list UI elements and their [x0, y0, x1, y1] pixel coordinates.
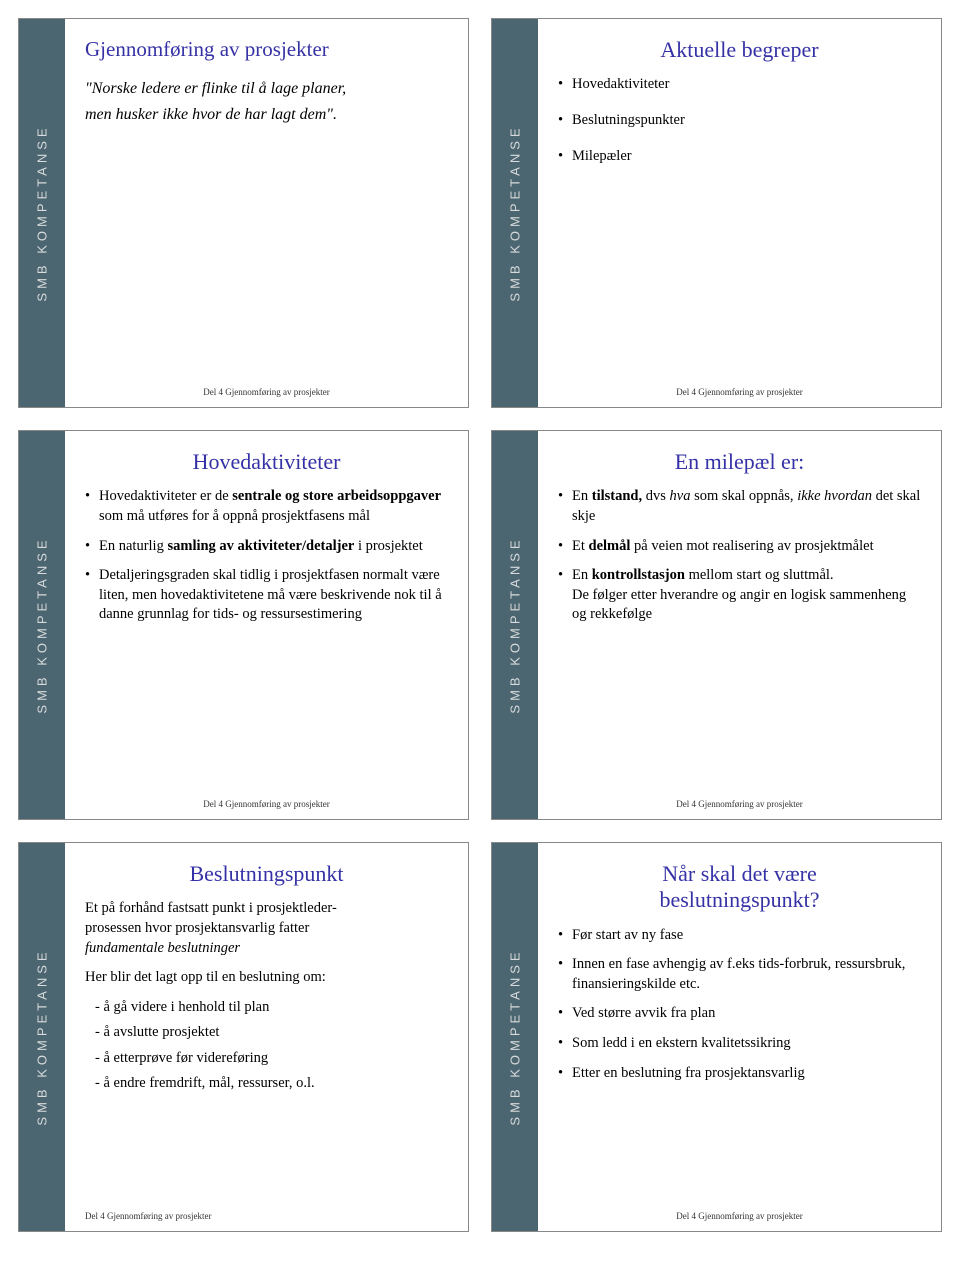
list-item: En tilstand, dvs hva som skal oppnås, ik… [558, 487, 921, 526]
italic-text: hva [670, 488, 691, 504]
slide-1: Gjennomføring av prosjekter "Norske lede… [18, 18, 469, 408]
italic-text: ikke hvordan [797, 488, 872, 504]
text: Et [572, 538, 589, 554]
bullet-list: Hovedaktiviteter er de sentrale og store… [85, 487, 448, 624]
slide-title: Beslutningspunkt [85, 861, 448, 887]
text: som må utføres for å oppnå prosjektfasen… [99, 508, 370, 524]
sub-list: - å gå videre i henhold til plan - å avs… [85, 998, 448, 1094]
slide-content: Beslutningspunkt Et på forhånd fastsatt … [65, 843, 468, 1231]
brand-sidebar [492, 843, 538, 1231]
slide-body: Hovedaktiviteter er de sentrale og store… [85, 487, 448, 799]
list-item: Innen en fase avhengig av f.eks tids-for… [558, 955, 921, 994]
slide-body: En tilstand, dvs hva som skal oppnås, ik… [558, 487, 921, 799]
intro-text: Et på forhånd fastsatt punkt i prosjektl… [85, 899, 448, 958]
list-item: Hovedaktiviteter [558, 75, 921, 95]
text: Et på forhånd fastsatt punkt i prosjektl… [85, 900, 337, 916]
brand-sidebar [492, 431, 538, 819]
list-item: - å gå videre i henhold til plan [85, 998, 448, 1018]
bullet-list: En tilstand, dvs hva som skal oppnås, ik… [558, 487, 921, 624]
text: på veien mot realisering av prosjektmåle… [630, 538, 873, 554]
text: De følger etter hverandre og angir en lo… [572, 587, 906, 623]
list-item: - å etterprøve før videreføring [85, 1049, 448, 1069]
text: En [572, 488, 592, 504]
list-item: Som ledd i en ekstern kvalitetssikring [558, 1034, 921, 1054]
list-item: Et delmål på veien mot realisering av pr… [558, 537, 921, 557]
slide-content: Gjennomføring av prosjekter "Norske lede… [65, 19, 468, 407]
slide-footer: Del 4 Gjennomføring av prosjekter [558, 799, 921, 811]
slide-grid: Gjennomføring av prosjekter "Norske lede… [0, 0, 960, 1250]
slide-title: Når skal det være beslutningspunkt? [558, 861, 921, 914]
brand-sidebar [19, 19, 65, 407]
slide-title: Gjennomføring av prosjekter [85, 37, 448, 62]
bullet-list: Hovedaktiviteter Beslutningspunkter Mile… [558, 75, 921, 166]
slide-body: "Norske ledere er flinke til å lage plan… [85, 74, 448, 387]
text: En naturlig [99, 538, 167, 554]
slide-4: En milepæl er: En tilstand, dvs hva som … [491, 430, 942, 820]
slide-title: Aktuelle begreper [558, 37, 921, 63]
text: som skal oppnås, [690, 488, 797, 504]
brand-sidebar [492, 19, 538, 407]
slide-content: En milepæl er: En tilstand, dvs hva som … [538, 431, 941, 819]
slide-body: Før start av ny fase Innen en fase avhen… [558, 926, 921, 1211]
quote-line-2: men husker ikke hvor de har lagt dem". [85, 104, 448, 126]
slide-5: Beslutningspunkt Et på forhånd fastsatt … [18, 842, 469, 1232]
bold-text: sentrale og store arbeidsoppgaver [232, 488, 441, 504]
title-line-2: beslutningspunkt? [659, 887, 819, 912]
slide-content: Aktuelle begreper Hovedaktiviteter Beslu… [538, 19, 941, 407]
slide-body: Et på forhånd fastsatt punkt i prosjektl… [85, 899, 448, 1211]
list-item: Beslutningspunkter [558, 111, 921, 131]
text: Hovedaktiviteter er de [99, 488, 232, 504]
slide-footer: Del 4 Gjennomføring av prosjekter [85, 799, 448, 811]
bold-text: samling av aktiviteter/detaljer [167, 538, 354, 554]
slide-6: Når skal det være beslutningspunkt? Før … [491, 842, 942, 1232]
text: mellom start og sluttmål. [685, 567, 834, 583]
title-line-1: Når skal det være [662, 861, 817, 886]
bold-text: kontrollstasjon [592, 567, 685, 583]
text: prosessen hvor prosjektansvarlig fatter [85, 920, 309, 936]
slide-title: Hovedaktiviteter [85, 449, 448, 475]
list-item: Hovedaktiviteter er de sentrale og store… [85, 487, 448, 526]
brand-sidebar [19, 843, 65, 1231]
list-item: En kontrollstasjon mellom start og slutt… [558, 566, 921, 625]
list-item: Detaljeringsgraden skal tidlig i prosjek… [85, 566, 448, 625]
text: dvs [642, 488, 669, 504]
text: En [572, 567, 592, 583]
slide-footer: Del 4 Gjennomføring av prosjekter [85, 387, 448, 399]
italic-text: fundamentale beslutninger [85, 940, 240, 956]
quote-line-1: "Norske ledere er flinke til å lage plan… [85, 78, 448, 100]
slide-3: Hovedaktiviteter Hovedaktiviteter er de … [18, 430, 469, 820]
list-item: - å avslutte prosjektet [85, 1023, 448, 1043]
list-item: Etter en beslutning fra prosjektansvarli… [558, 1064, 921, 1084]
list-item: En naturlig samling av aktiviteter/detal… [85, 537, 448, 557]
list-item: Før start av ny fase [558, 926, 921, 946]
sublist-intro: Her blir det lagt opp til en beslutning … [85, 968, 448, 988]
list-item: - å endre fremdrift, mål, ressurser, o.l… [85, 1074, 448, 1094]
slide-content: Når skal det være beslutningspunkt? Før … [538, 843, 941, 1231]
slide-footer: Del 4 Gjennomføring av prosjekter [558, 1211, 921, 1223]
list-item: Milepæler [558, 147, 921, 167]
bullet-list: Før start av ny fase Innen en fase avhen… [558, 926, 921, 1083]
bold-text: tilstand, [592, 488, 642, 504]
slide-content: Hovedaktiviteter Hovedaktiviteter er de … [65, 431, 468, 819]
slide-body: Hovedaktiviteter Beslutningspunkter Mile… [558, 75, 921, 387]
list-item: Ved større avvik fra plan [558, 1004, 921, 1024]
slide-2: Aktuelle begreper Hovedaktiviteter Beslu… [491, 18, 942, 408]
bold-text: delmål [589, 538, 631, 554]
slide-footer: Del 4 Gjennomføring av prosjekter [558, 387, 921, 399]
slide-title: En milepæl er: [558, 449, 921, 475]
text: i prosjektet [354, 538, 422, 554]
slide-footer: Del 4 Gjennomføring av prosjekter [85, 1211, 448, 1223]
brand-sidebar [19, 431, 65, 819]
